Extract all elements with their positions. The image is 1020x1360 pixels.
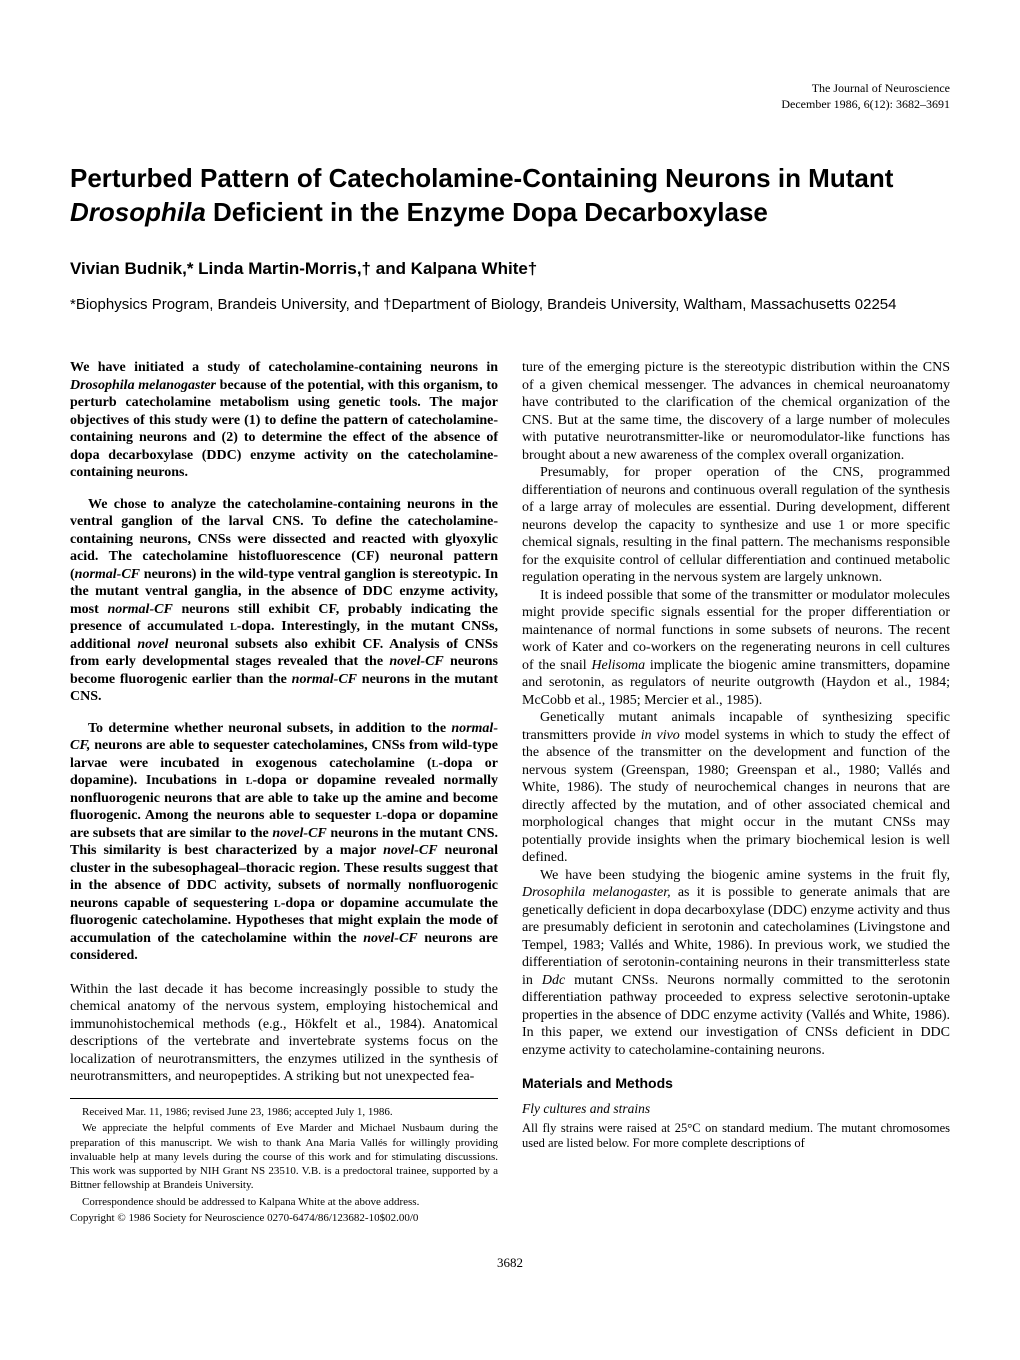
acknowledgement: We appreciate the helpful comments of Ev… (70, 1121, 498, 1192)
page-number: 3682 (70, 1255, 950, 1271)
correspondence: Correspondence should be addressed to Ka… (70, 1195, 498, 1209)
right-column: ture of the emerging picture is the ster… (522, 359, 950, 1227)
title-text-1: Perturbed Pattern of Catecholamine-Conta… (70, 163, 893, 193)
abstract-para-1: We have initiated a study of catecholami… (70, 359, 498, 482)
subsection-fly-cultures: Fly cultures and strains (522, 1101, 950, 1118)
intro-para: Within the last decade it has become inc… (70, 981, 498, 1086)
two-column-layout: We have initiated a study of catecholami… (70, 359, 950, 1227)
body-para-4: Genetically mutant animals incapable of … (522, 709, 950, 867)
left-column: We have initiated a study of catecholami… (70, 359, 498, 1227)
body-para-1: ture of the emerging picture is the ster… (522, 359, 950, 464)
abstract: We have initiated a study of catecholami… (70, 359, 498, 965)
issue-info: December 1986, 6(12): 3682–3691 (70, 96, 950, 112)
body-para-3: It is indeed possible that some of the t… (522, 587, 950, 710)
received-line: Received Mar. 11, 1986; revised June 23,… (70, 1105, 498, 1119)
title-text-2: Deficient in the Enzyme Dopa Decarboxyla… (206, 197, 768, 227)
materials-methods-heading: Materials and Methods (522, 1075, 950, 1093)
body-para-5: We have been studying the biogenic amine… (522, 867, 950, 1060)
abstract-para-2: We chose to analyze the catecholamine-co… (70, 496, 498, 706)
journal-name: The Journal of Neuroscience (70, 80, 950, 96)
abstract-para-3: To determine whether neuronal subsets, i… (70, 720, 498, 965)
footnote-rule (70, 1098, 498, 1099)
introduction: Within the last decade it has become inc… (70, 981, 498, 1086)
running-header: The Journal of Neuroscience December 198… (70, 80, 950, 112)
copyright: Copyright © 1986 Society for Neuroscienc… (70, 1211, 498, 1225)
title-italic: Drosophila (70, 197, 206, 227)
footnotes: Received Mar. 11, 1986; revised June 23,… (70, 1105, 498, 1225)
affiliations: *Biophysics Program, Brandeis University… (70, 295, 950, 315)
article-title: Perturbed Pattern of Catecholamine-Conta… (70, 162, 950, 230)
methods-body: All fly strains were raised at 25°C on s… (522, 1121, 950, 1152)
body-para-2: Presumably, for proper operation of the … (522, 464, 950, 587)
author-list: Vivian Budnik,* Linda Martin-Morris,† an… (70, 258, 950, 279)
